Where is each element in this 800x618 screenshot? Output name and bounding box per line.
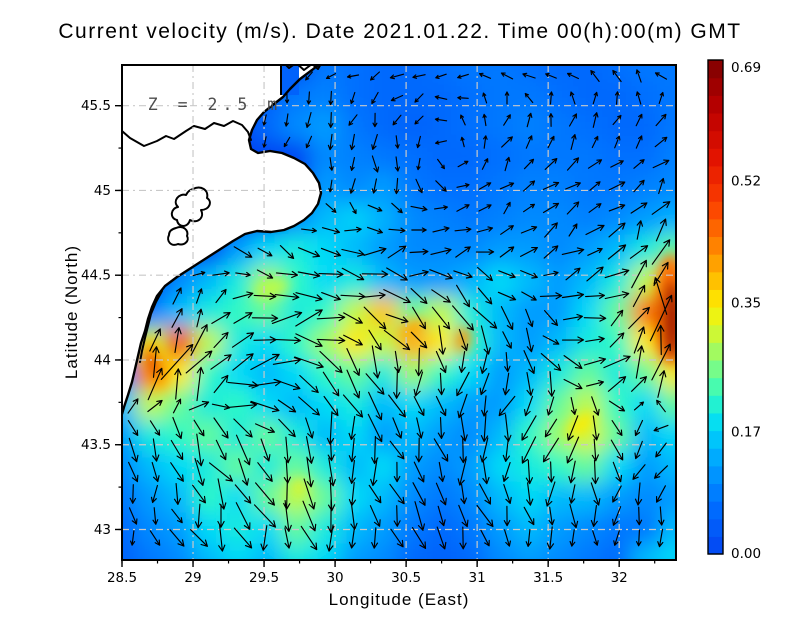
x-tick-label: 29.5 <box>249 570 279 586</box>
lagoon-shoreline <box>284 65 322 71</box>
x-tick-label: 31 <box>469 570 486 586</box>
colorbar: 0.69 0.52 0.35 0.17 0.00 <box>707 59 761 562</box>
y-tick-label: 43 <box>94 522 111 538</box>
colorbar-tick-label: 0.52 <box>731 174 761 190</box>
depth-annotation: Z = 2.5 m <box>148 95 282 114</box>
axes-layer: 28.5 29 29.5 30 30.5 31 31.5 32 43 43.5 44 44.5 45 45… <box>81 98 656 586</box>
lagoon-shoreline <box>139 290 163 363</box>
colorbar-tick-label: 0.35 <box>731 295 761 311</box>
y-tick-label: 44.5 <box>81 268 111 284</box>
y-tick-label: 44 <box>94 352 111 368</box>
x-tick-label: 31.5 <box>533 570 563 586</box>
x-tick-label: 28.5 <box>107 570 137 586</box>
figure-title: Current velocity (m/s). Date 2021.01.22.… <box>58 20 742 43</box>
y-tick-label: 45.5 <box>81 98 111 114</box>
vector-arrows-layer <box>127 69 673 552</box>
colorbar-tick-label: 0.00 <box>731 546 761 562</box>
lagoon-shoreline <box>122 120 252 147</box>
lagoon-lake <box>167 226 189 246</box>
y-tick-label: 43.5 <box>81 437 111 453</box>
lagoon-lake <box>170 186 211 227</box>
colorbar-tick-label: 0.69 <box>731 60 761 76</box>
x-tick-label: 29 <box>184 570 201 586</box>
y-tick-label: 45 <box>94 183 111 199</box>
land-layer <box>122 65 323 416</box>
plot-border <box>121 64 677 561</box>
x-tick-label: 30 <box>326 570 343 586</box>
x-tick-label: 32 <box>611 570 628 586</box>
coastline <box>122 65 323 416</box>
x-axis-title: Longitude (East) <box>328 590 470 609</box>
estuary-water <box>281 65 299 95</box>
colorbar-tick-label: 0.17 <box>731 424 761 440</box>
colorbar-border <box>707 59 724 555</box>
x-tick-label: 30.5 <box>391 570 421 586</box>
